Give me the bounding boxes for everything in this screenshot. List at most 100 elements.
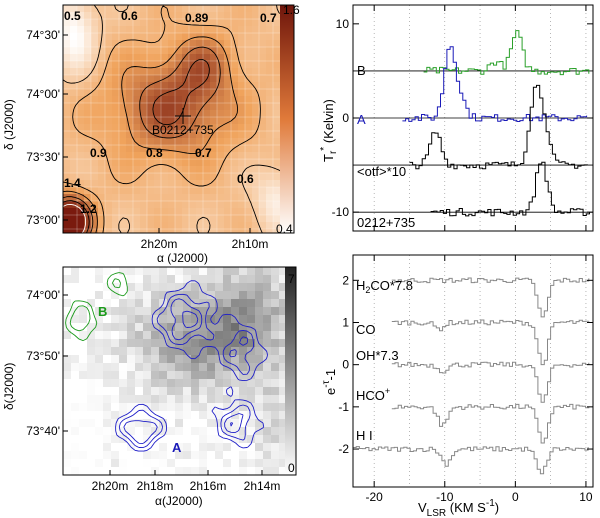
bl-pixel bbox=[63, 395, 72, 404]
bl-pixel bbox=[175, 331, 184, 340]
tl-pixel bbox=[217, 68, 225, 76]
bl-pixel bbox=[279, 427, 285, 436]
tl-pixel bbox=[175, 103, 183, 111]
tl-pixel bbox=[231, 47, 239, 55]
bl-pixel bbox=[151, 379, 160, 388]
bl-pixel bbox=[183, 459, 192, 468]
tl-pixel bbox=[154, 33, 162, 41]
bl-pixel bbox=[175, 435, 184, 444]
tl-pixel bbox=[259, 222, 267, 230]
tl-pixel bbox=[217, 61, 225, 69]
bl-pixel bbox=[223, 459, 232, 468]
br-spectrum-0 bbox=[391, 277, 590, 318]
tl-pixel bbox=[252, 145, 260, 153]
tl-pixel bbox=[98, 117, 106, 125]
bl-pixel bbox=[223, 379, 232, 388]
bl-pixel bbox=[103, 387, 112, 396]
tl-pixel bbox=[168, 89, 176, 97]
tl-pixel bbox=[217, 33, 225, 41]
tl-pixel bbox=[259, 229, 267, 233]
bl-contour-blue bbox=[118, 293, 254, 449]
bl-pixel bbox=[191, 363, 200, 372]
bl-pixel bbox=[255, 363, 264, 372]
tl-pixel bbox=[273, 61, 280, 69]
tl-pixel bbox=[217, 180, 225, 188]
tl-pixel bbox=[63, 19, 71, 27]
tl-pixel bbox=[77, 89, 85, 97]
tl-pixel bbox=[133, 152, 141, 160]
tl-pixel bbox=[168, 166, 176, 174]
tl-pixel bbox=[70, 26, 78, 34]
tl-pixel bbox=[259, 47, 267, 55]
bl-pixel bbox=[271, 307, 280, 316]
bl-pixel bbox=[159, 371, 168, 380]
tl-pixel bbox=[231, 26, 239, 34]
bl-pixel bbox=[151, 371, 160, 380]
bl-pixel bbox=[103, 371, 112, 380]
tl-pixel bbox=[189, 110, 197, 118]
tl-pixel bbox=[70, 82, 78, 90]
tl-pixel bbox=[91, 138, 99, 146]
tl-pixel bbox=[84, 194, 92, 202]
tl-pixel bbox=[259, 12, 267, 20]
bl-pixel bbox=[223, 419, 232, 428]
bl-pixel bbox=[95, 371, 104, 380]
tl-pixel bbox=[140, 131, 148, 139]
tl-pixel bbox=[161, 180, 169, 188]
tl-pixel bbox=[182, 131, 190, 139]
bl-pixel bbox=[167, 395, 176, 404]
tl-pixel bbox=[224, 173, 232, 181]
tl-pixel bbox=[147, 131, 155, 139]
tr-spectrum-3 bbox=[430, 161, 590, 217]
tl-source-label: B0212+735 bbox=[152, 123, 214, 137]
bl-pixel bbox=[279, 459, 285, 468]
bl-pixel bbox=[151, 443, 160, 452]
bl-pixel bbox=[135, 323, 144, 332]
tl-pixel bbox=[266, 40, 274, 48]
tl-pixel bbox=[182, 201, 190, 209]
tl-pixel bbox=[231, 110, 239, 118]
bl-xtick-label: 2h20m bbox=[92, 479, 129, 493]
tl-pixel bbox=[140, 180, 148, 188]
tl-pixel bbox=[133, 54, 141, 62]
bl-pixel bbox=[111, 411, 120, 420]
bl-pixel bbox=[247, 315, 256, 324]
tl-pixel bbox=[203, 159, 211, 167]
tl-pixel bbox=[161, 159, 169, 167]
bl-pixel bbox=[239, 307, 248, 316]
tl-pixel bbox=[91, 208, 99, 216]
tl-pixel bbox=[77, 82, 85, 90]
tl-pixel bbox=[70, 117, 78, 125]
tl-pixel bbox=[189, 138, 197, 146]
bl-pixel bbox=[79, 299, 88, 308]
bl-pixel bbox=[119, 323, 128, 332]
bl-pixel bbox=[63, 299, 72, 308]
tl-pixel bbox=[231, 187, 239, 195]
bl-pixel bbox=[223, 467, 232, 475]
tl-pixel bbox=[168, 110, 176, 118]
bl-pixel bbox=[263, 451, 272, 460]
tl-pixel bbox=[273, 215, 280, 223]
tl-pixel bbox=[224, 103, 232, 111]
tl-pixel bbox=[175, 124, 183, 132]
tl-pixel bbox=[224, 75, 232, 83]
tl-pixel bbox=[126, 89, 134, 97]
tl-pixel bbox=[259, 61, 267, 69]
tl-pixel bbox=[210, 89, 218, 97]
bl-pixel bbox=[263, 307, 272, 316]
bl-pixel bbox=[199, 339, 208, 348]
tl-pixel bbox=[224, 117, 232, 125]
tl-pixel bbox=[154, 159, 162, 167]
tl-pixel bbox=[133, 173, 141, 181]
bl-pixel bbox=[79, 275, 88, 284]
bl-pixel bbox=[279, 419, 285, 428]
tl-pixel bbox=[231, 61, 239, 69]
tl-pixel bbox=[84, 96, 92, 104]
bl-pixel bbox=[199, 347, 208, 356]
bl-pixel bbox=[183, 363, 192, 372]
tl-pixel bbox=[84, 47, 92, 55]
tl-pixel bbox=[189, 12, 197, 20]
tl-pixel bbox=[259, 89, 267, 97]
bl-pixel bbox=[263, 427, 272, 436]
tl-ytick-label: 74°00' bbox=[26, 87, 60, 101]
